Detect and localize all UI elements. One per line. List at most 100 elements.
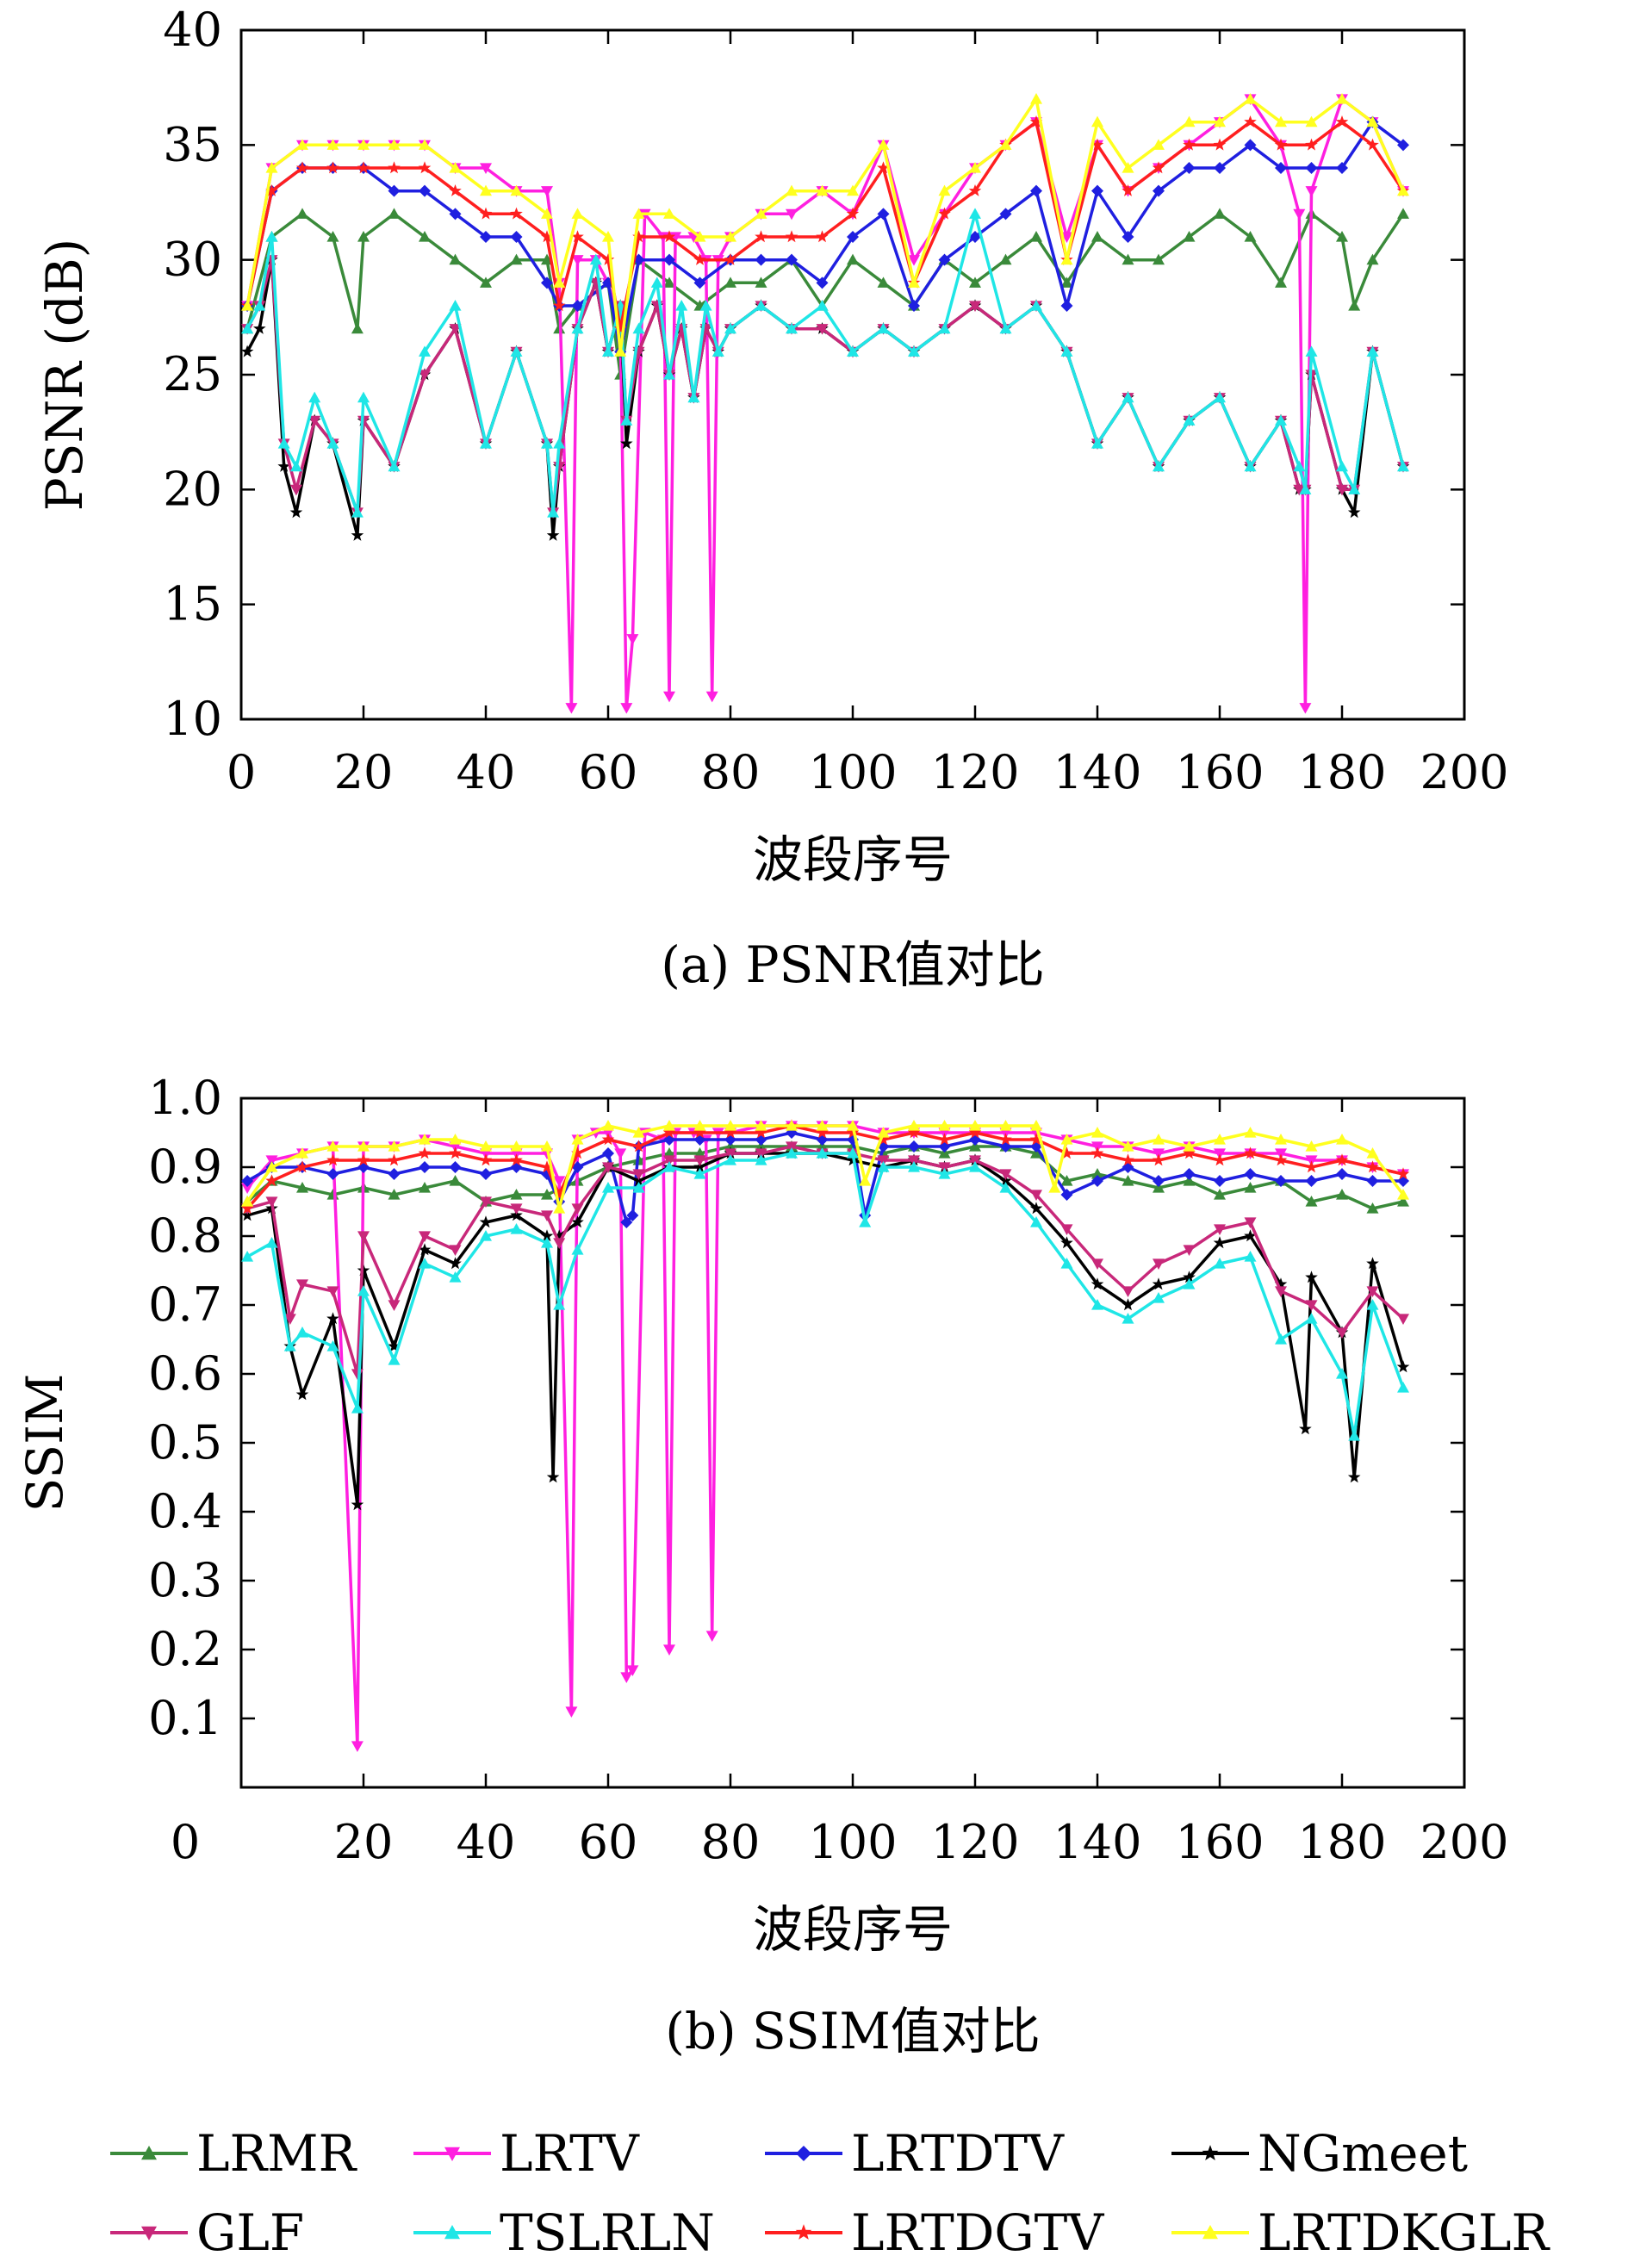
data-point — [546, 529, 560, 541]
data-point — [755, 1154, 767, 1165]
series-line — [246, 1152, 1405, 1438]
data-point — [1305, 1175, 1318, 1187]
data-point — [1152, 1277, 1165, 1290]
data-point — [265, 1174, 278, 1187]
data-point — [565, 1706, 578, 1718]
data-point — [999, 208, 1012, 221]
data-point — [1348, 300, 1361, 311]
series-line — [245, 1124, 1404, 1210]
data-point — [786, 253, 798, 266]
data-point — [240, 1209, 254, 1221]
data-point — [1153, 1292, 1165, 1303]
data-point — [786, 208, 798, 221]
data-point — [449, 300, 462, 311]
data-point — [326, 139, 339, 150]
data-point — [1305, 1140, 1318, 1152]
series-line — [245, 1124, 1405, 1210]
data-point — [1366, 345, 1379, 357]
data-point — [1336, 1368, 1348, 1379]
x-tick-label: 100 — [808, 1815, 897, 1869]
data-point — [1152, 161, 1165, 174]
data-point — [999, 1169, 1012, 1180]
data-point — [602, 1147, 614, 1159]
x-axis-label: 波段序号 — [753, 830, 953, 889]
data-point — [449, 208, 462, 221]
data-point — [1214, 1175, 1226, 1187]
data-point — [724, 1148, 736, 1159]
data-point — [419, 1258, 431, 1269]
data-point — [1336, 460, 1348, 472]
data-point — [1397, 460, 1409, 472]
data-point — [419, 1231, 431, 1242]
x-tick-label: 40 — [457, 1815, 516, 1869]
data-point — [1275, 1286, 1287, 1297]
data-point — [388, 161, 401, 174]
data-point — [601, 1133, 615, 1146]
data-point — [510, 1140, 523, 1152]
data-point — [693, 1126, 706, 1139]
data-point — [755, 1148, 767, 1159]
data-point — [650, 277, 663, 288]
data-point — [1183, 1146, 1196, 1159]
data-point — [541, 1210, 553, 1221]
data-point — [388, 1300, 401, 1311]
data-point — [449, 1134, 462, 1145]
data-point — [969, 1120, 981, 1131]
ssim-chart: 0 20 40 60 80 100 120 140 160 180 200 0.1 0.2 0.3 0.4 0… — [16, 1071, 1509, 2060]
data-point — [1366, 1202, 1379, 1214]
data-point — [663, 1155, 675, 1166]
data-point — [449, 162, 462, 173]
data-point — [510, 231, 523, 243]
data-point — [419, 1182, 431, 1193]
data-point — [449, 324, 462, 335]
data-point — [675, 300, 688, 311]
data-point — [662, 1126, 676, 1139]
series-lrtdgtv — [240, 1119, 1410, 1215]
data-point — [419, 184, 431, 197]
data-point — [1396, 1167, 1410, 1180]
data-point — [265, 1237, 278, 1248]
data-point — [418, 161, 432, 174]
x-tick-label: 120 — [930, 745, 1019, 799]
data-point — [283, 1340, 296, 1351]
data-point — [1091, 1258, 1103, 1270]
x-tick-label: 60 — [579, 745, 638, 799]
legend-label: LRMR — [196, 2124, 358, 2183]
data-point — [388, 1168, 401, 1180]
data-point — [541, 186, 553, 197]
data-point — [1397, 1314, 1409, 1325]
data-point — [1366, 115, 1379, 127]
data-point — [1275, 162, 1287, 174]
data-point — [241, 322, 254, 334]
data-point — [553, 1299, 566, 1310]
data-point — [357, 231, 370, 242]
data-point — [479, 1153, 493, 1166]
data-point — [351, 529, 364, 541]
data-point — [1214, 1189, 1226, 1200]
data-point — [553, 277, 566, 288]
data-point — [724, 1120, 736, 1131]
data-point — [351, 1402, 364, 1414]
data-point — [357, 1153, 370, 1166]
data-point — [296, 1182, 308, 1193]
data-point — [1275, 1134, 1287, 1145]
data-point — [571, 322, 584, 334]
data-point — [1275, 414, 1287, 426]
data-point — [326, 231, 339, 242]
data-point — [1122, 231, 1134, 243]
data-point — [602, 1162, 614, 1173]
data-point — [1183, 1168, 1196, 1180]
data-point — [1366, 138, 1379, 151]
data-point — [786, 1147, 798, 1159]
data-point — [614, 1148, 627, 1159]
data-point — [1060, 1236, 1073, 1249]
series-line — [245, 97, 1405, 710]
data-point — [908, 300, 920, 312]
series-lrtdkglr — [241, 93, 1409, 357]
data-point — [1122, 1140, 1134, 1152]
data-point — [1305, 1300, 1318, 1311]
data-point — [388, 184, 401, 197]
data-point — [602, 231, 614, 242]
data-point — [265, 1196, 278, 1208]
data-point — [418, 1243, 432, 1256]
